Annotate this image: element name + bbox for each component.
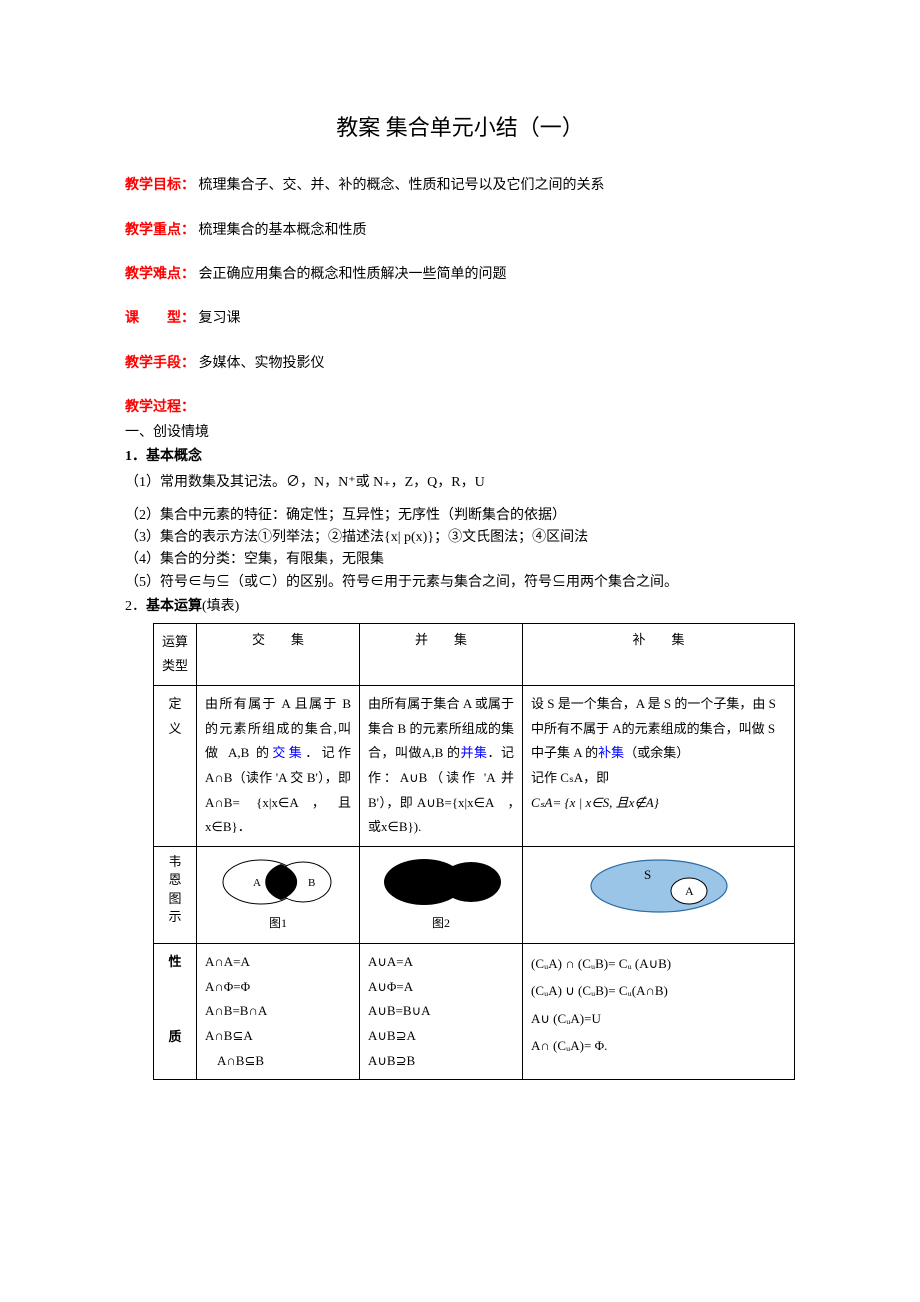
venn-complement: S A: [523, 847, 795, 944]
table-properties-row: 性 质 A∩A=A A∩Φ=Φ A∩B=B∩A A∩B⊆A A∩B⊆B A∪A=…: [154, 943, 795, 1079]
svg-text:S: S: [644, 867, 651, 882]
def-comp-b: （或余集）: [624, 745, 689, 760]
item2-title-a: 2．: [125, 599, 146, 614]
svg-text:B: B: [308, 877, 315, 889]
prop-label-b: 质: [168, 1029, 181, 1044]
keypoint-line: 教学重点： 梳理集合的基本概念和性质: [125, 220, 795, 242]
item1-3: （3）集合的表示方法①列举法；②描述法{x| p(x)}；③文氏图法；④区间法: [125, 527, 795, 549]
objectives-label: 教学目标：: [125, 178, 195, 193]
table-definition-row: 定 义 由所有属于 A 且属于 B 的元素所组成的集合,叫做 A,B 的交集．记…: [154, 686, 795, 847]
lessontype-text: 复习课: [199, 311, 241, 326]
prop-comp-3: A∩ (CᵤA)= Φ.: [531, 1032, 786, 1059]
item2-title: 2．基本运算(填表): [125, 596, 795, 618]
prop-union-1: A∪Φ=A: [368, 975, 514, 1000]
table-venn-row: 韦恩图示 A B 图1 图2: [154, 847, 795, 944]
venn-label: 韦恩图示: [154, 847, 197, 944]
venn1-caption: 图1: [201, 912, 355, 935]
prop-union-2: A∪B=B∪A: [368, 999, 514, 1024]
item2-title-c: (填表): [202, 599, 239, 614]
objectives-text: 梳理集合子、交、并、补的概念、性质和记号以及它们之间的关系: [199, 178, 605, 193]
item1-1: （1）常用数集及其记法。∅，N，N⁺或 N₊，Z，Q，R，U: [125, 472, 795, 494]
venn-diagram-3-icon: S A: [574, 855, 744, 917]
page-title: 教案 集合单元小结（一）: [125, 110, 795, 145]
table-wrapper: 运算 类型 交 集 并 集 补 集 定 义 由所有属于 A 且属于 B 的元素所…: [125, 623, 795, 1081]
item1-title-text: 基本概念: [146, 449, 202, 464]
objectives-line: 教学目标： 梳理集合子、交、并、补的概念、性质和记号以及它们之间的关系: [125, 175, 795, 197]
prop-label: 性 质: [154, 943, 197, 1079]
difficulty-label: 教学难点：: [125, 267, 195, 282]
venn2-caption: 图2: [364, 912, 518, 935]
header-complement: 补 集: [523, 623, 795, 685]
header-col0-b: 类型: [162, 658, 188, 673]
prop-union-3: A∪B⊇A: [368, 1024, 514, 1049]
process-section1: 一、创设情境: [125, 422, 795, 444]
prop-inter-4: A∩B⊆B: [205, 1049, 351, 1074]
def-intersection: 由所有属于 A 且属于 B 的元素所组成的集合,叫做 A,B 的交集．记作 A∩…: [197, 686, 360, 847]
item1-title-prefix: 1．: [125, 449, 146, 464]
item1-4: （4）集合的分类：空集，有限集，无限集: [125, 549, 795, 571]
def-label-b: 义: [168, 721, 181, 736]
prop-comp-0: (CᵤA) ∩ (CᵤB)= Cᵤ (A∪B): [531, 950, 786, 977]
prop-union-4: A∪B⊇B: [368, 1049, 514, 1074]
svg-text:A: A: [685, 884, 694, 898]
lessontype-label: 课 型：: [125, 308, 195, 330]
prop-label-a: 性: [168, 954, 181, 969]
item2-title-b: 基本运算: [146, 599, 202, 614]
keypoint-label: 教学重点：: [125, 223, 195, 238]
table-header-row: 运算 类型 交 集 并 集 补 集: [154, 623, 795, 685]
prop-inter-3: A∩B⊆A: [205, 1024, 351, 1049]
venn-intersection: A B 图1: [197, 847, 360, 944]
header-col0-a: 运算: [162, 634, 188, 649]
header-union: 并 集: [360, 623, 523, 685]
venn-union: 图2: [360, 847, 523, 944]
prop-union-0: A∪A=A: [368, 950, 514, 975]
def-label: 定 义: [154, 686, 197, 847]
prop-comp-1: (CᵤA) ∪ (CᵤB)= Cᵤ(A∩B): [531, 977, 786, 1004]
method-line: 教学手段： 多媒体、实物投影仪: [125, 353, 795, 375]
def-comp-blue: 补集: [598, 745, 624, 760]
keypoint-text: 梳理集合的基本概念和性质: [199, 223, 367, 238]
def-inter-blue: 交集: [272, 745, 305, 760]
def-union: 由所有属于集合 A 或属于集合 B 的元素所组成的集合，叫做A,B 的并集．记作…: [360, 686, 523, 847]
def-complement: 设 S 是一个集合，A 是 S 的一个子集，由 S 中所有不属于 A的元素组成的…: [523, 686, 795, 847]
process-label: 教学过程：: [125, 400, 195, 415]
item1-2: （2）集合中元素的特征：确定性；互异性；无序性（判断集合的依据）: [125, 505, 795, 527]
prop-inter-2: A∩B=B∩A: [205, 999, 351, 1024]
venn-diagram-1-icon: A B: [213, 855, 343, 910]
operations-table: 运算 类型 交 集 并 集 补 集 定 义 由所有属于 A 且属于 B 的元素所…: [153, 623, 795, 1081]
prop-inter-1: A∩Φ=Φ: [205, 975, 351, 1000]
prop-inter-0: A∩A=A: [205, 950, 351, 975]
item1-5: （5）符号∈与⊆（或⊂）的区别。符号∈用于元素与集合之间，符号⊆用两个集合之间。: [125, 572, 795, 594]
svg-text:A: A: [253, 877, 261, 889]
difficulty-text: 会正确应用集合的概念和性质解决一些简单的问题: [199, 267, 507, 282]
method-label: 教学手段：: [125, 356, 195, 371]
difficulty-line: 教学难点： 会正确应用集合的概念和性质解决一些简单的问题: [125, 264, 795, 286]
prop-intersection: A∩A=A A∩Φ=Φ A∩B=B∩A A∩B⊆A A∩B⊆B: [197, 943, 360, 1079]
lessontype-line: 课 型： 复习课: [125, 308, 795, 330]
header-col0: 运算 类型: [154, 623, 197, 685]
def-comp-d: CₛA= {x | x∈S, 且x∉A}: [531, 795, 659, 810]
method-text: 多媒体、实物投影仪: [199, 356, 325, 371]
item1-title: 1．基本概念: [125, 446, 795, 468]
process-label-line: 教学过程：: [125, 397, 795, 419]
venn-diagram-2-icon: [376, 855, 506, 910]
def-comp-c: 记作 CₛA，即: [531, 770, 609, 785]
header-intersection: 交 集: [197, 623, 360, 685]
prop-union: A∪A=A A∪Φ=A A∪B=B∪A A∪B⊇A A∪B⊇B: [360, 943, 523, 1079]
prop-comp-2: A∪ (CᵤA)=U: [531, 1005, 786, 1032]
def-union-blue: 并集: [461, 745, 488, 760]
def-label-a: 定: [168, 696, 181, 711]
document-page: 教案 集合单元小结（一） 教学目标： 梳理集合子、交、并、补的概念、性质和记号以…: [0, 0, 920, 1140]
prop-complement: (CᵤA) ∩ (CᵤB)= Cᵤ (A∪B) (CᵤA) ∪ (CᵤB)= C…: [523, 943, 795, 1079]
